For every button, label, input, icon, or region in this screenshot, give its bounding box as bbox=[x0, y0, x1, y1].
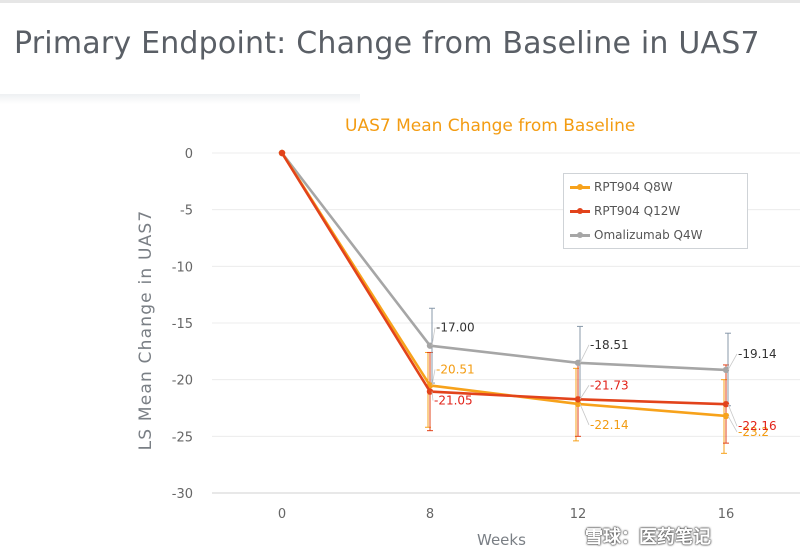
y-tick-label: -15 bbox=[172, 317, 193, 332]
data-point bbox=[722, 366, 730, 374]
legend-label: Omalizumab Q4W bbox=[594, 228, 703, 242]
y-tick-label: 0 bbox=[185, 147, 193, 162]
series-line bbox=[280, 152, 727, 406]
data-label: -23.2 bbox=[738, 425, 769, 439]
data-label: -22.16 bbox=[738, 419, 777, 433]
legend-label: RPT904 Q8W bbox=[594, 180, 673, 194]
watermark: 雪球：医药笔记 bbox=[585, 527, 711, 548]
data-label: -21.05 bbox=[434, 394, 473, 408]
label-leader bbox=[579, 344, 590, 363]
data-point bbox=[278, 149, 286, 157]
legend-item-rpt904-q12w: RPT904 Q12W bbox=[570, 202, 680, 220]
x-tick-label: 12 bbox=[570, 507, 587, 522]
series-line bbox=[280, 152, 727, 372]
legend-label: RPT904 Q12W bbox=[594, 204, 681, 218]
data-point bbox=[722, 412, 730, 420]
data-point bbox=[574, 396, 582, 403]
top-border bbox=[0, 0, 800, 3]
x-tick-label: 8 bbox=[426, 507, 434, 522]
legend-swatch bbox=[570, 231, 590, 238]
y-tick-label: -20 bbox=[172, 374, 193, 389]
data-label: -18.51 bbox=[590, 338, 629, 352]
data-point bbox=[574, 359, 582, 366]
data-point bbox=[574, 400, 582, 408]
x-tick-label: 0 bbox=[278, 507, 286, 522]
label-leader bbox=[579, 385, 590, 400]
data-point bbox=[722, 400, 730, 408]
data-label: -20.51 bbox=[436, 362, 475, 376]
y-tick-label: -10 bbox=[172, 260, 193, 275]
label-leader bbox=[579, 403, 590, 426]
y-tick-label: -30 bbox=[172, 487, 193, 502]
label-leader bbox=[727, 403, 738, 427]
label-leader bbox=[431, 369, 436, 386]
data-label: -22.14 bbox=[590, 418, 629, 432]
y-tick-label: -5 bbox=[180, 204, 193, 219]
label-leader bbox=[431, 327, 436, 346]
title-underline-shadow bbox=[0, 94, 360, 104]
label-leader bbox=[727, 353, 738, 371]
x-axis-title: Weeks bbox=[477, 531, 526, 549]
data-label: -19.14 bbox=[738, 347, 777, 361]
data-point bbox=[426, 342, 434, 349]
legend-swatch bbox=[570, 183, 590, 190]
label-leader bbox=[727, 415, 738, 433]
slide-title: Primary Endpoint: Change from Baseline i… bbox=[14, 26, 760, 61]
x-tick-label: 16 bbox=[718, 507, 735, 522]
chart-title: UAS7 Mean Change from Baseline bbox=[345, 116, 636, 136]
data-label: -17.00 bbox=[436, 321, 475, 335]
legend-item-omalizumab-q4w: Omalizumab Q4W bbox=[570, 226, 702, 244]
legend-item-rpt904-q8w: RPT904 Q8W bbox=[570, 178, 673, 196]
y-tick-label: -25 bbox=[172, 430, 193, 445]
label-leader bbox=[431, 391, 434, 401]
data-label: -21.73 bbox=[590, 378, 629, 392]
data-point bbox=[426, 388, 434, 395]
legend-swatch bbox=[570, 207, 590, 214]
legend: RPT904 Q8W RPT904 Q12W Omalizumab Q4W bbox=[563, 173, 748, 249]
